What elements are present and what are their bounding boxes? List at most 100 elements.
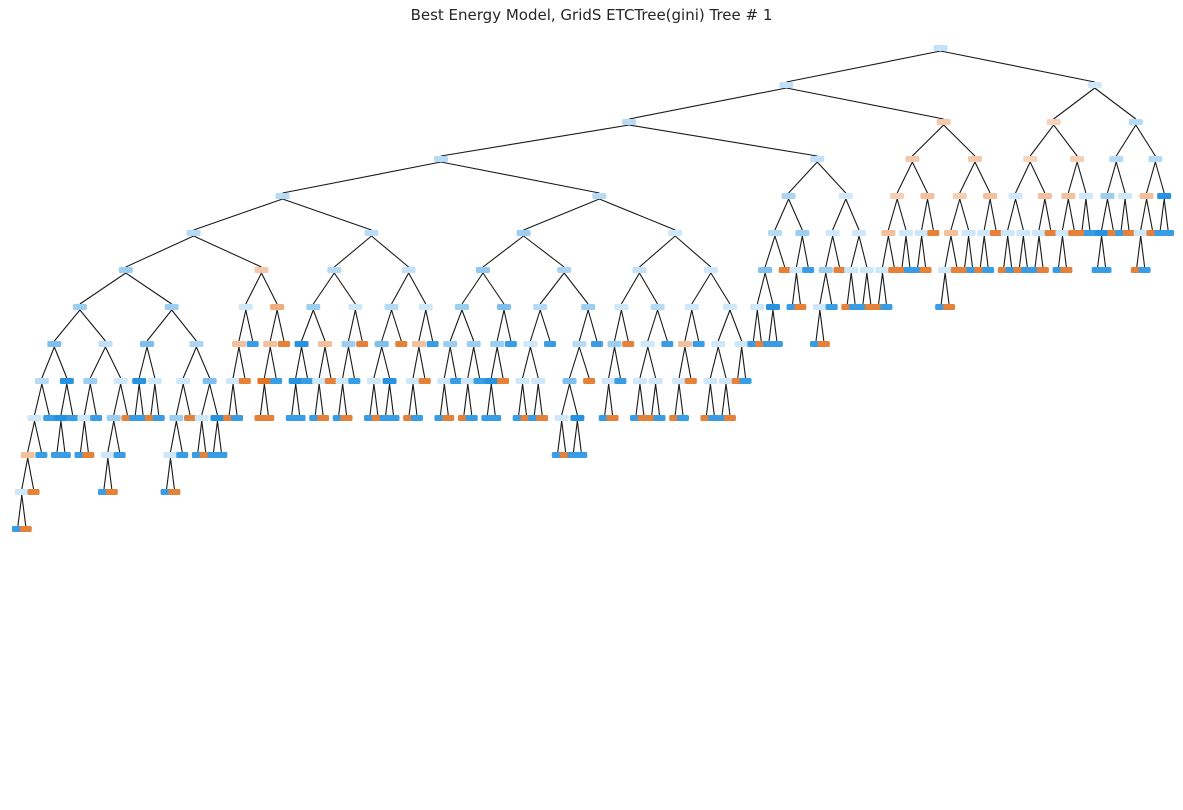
split-node xyxy=(443,341,458,347)
tree-edge xyxy=(342,383,348,416)
leaf-node xyxy=(943,304,956,310)
tree-edge xyxy=(529,346,539,379)
leaf-node xyxy=(176,452,189,458)
leaf-node xyxy=(238,378,251,384)
tree-edge xyxy=(125,272,173,305)
tree-edge xyxy=(146,346,156,379)
tree-edge xyxy=(79,420,85,453)
split-node xyxy=(632,378,647,384)
tree-edge xyxy=(66,383,74,416)
split-node xyxy=(952,193,967,199)
tree-edge xyxy=(260,272,278,305)
split-node xyxy=(1046,119,1061,125)
tree-edge xyxy=(41,383,50,416)
tree-edge xyxy=(950,198,961,231)
tree-edge xyxy=(788,161,818,194)
tree-edge xyxy=(103,457,109,490)
tree-edge xyxy=(788,198,803,231)
leaf-node xyxy=(489,415,502,421)
leaf-node xyxy=(684,378,697,384)
leaf-node xyxy=(543,341,556,347)
split-node xyxy=(789,267,804,273)
tree-edge xyxy=(1003,235,1009,268)
tree-edge xyxy=(604,383,610,416)
leaf-node xyxy=(692,341,705,347)
split-node xyxy=(169,415,184,421)
split-node xyxy=(684,304,699,310)
tree-edge xyxy=(764,272,774,305)
tree-edge xyxy=(901,235,907,268)
tree-edge xyxy=(568,383,578,416)
tree-edge xyxy=(1163,198,1169,231)
tree-edge xyxy=(169,420,177,453)
leaf-node xyxy=(676,415,689,421)
split-node xyxy=(288,378,303,384)
tree-edge xyxy=(896,198,907,231)
leaf-node xyxy=(919,267,932,273)
split-node xyxy=(765,304,780,310)
leaf-node xyxy=(277,341,290,347)
tree-edge xyxy=(197,420,203,453)
tree-edge xyxy=(354,309,363,342)
tree-edge xyxy=(381,309,393,342)
split-node xyxy=(98,341,113,347)
split-node xyxy=(176,378,191,384)
tree-edge xyxy=(655,383,661,416)
tree-edge xyxy=(816,161,847,194)
leaf-node xyxy=(293,415,306,421)
leaf-node xyxy=(152,415,165,421)
tree-edge xyxy=(276,309,285,342)
tree-edge xyxy=(647,309,659,342)
split-node xyxy=(77,415,92,421)
tree-edge xyxy=(522,383,528,416)
tree-edge xyxy=(635,383,641,416)
tree-edge xyxy=(1140,198,1148,231)
tree-edge xyxy=(461,309,475,342)
tree-edge xyxy=(651,383,657,416)
split-node xyxy=(515,378,530,384)
split-node xyxy=(734,341,749,347)
tree-edge xyxy=(878,272,884,305)
split-node xyxy=(722,304,737,310)
tree-edge xyxy=(238,346,246,379)
tree-edge xyxy=(772,309,778,342)
tree-edge xyxy=(245,309,254,342)
tree-edge xyxy=(599,198,676,231)
tree-edge xyxy=(578,309,589,342)
tree-edge xyxy=(301,309,314,342)
leaf-node xyxy=(825,304,838,310)
split-node xyxy=(758,267,773,273)
tree-edge xyxy=(523,235,565,268)
split-node xyxy=(460,378,475,384)
split-node xyxy=(1078,193,1093,199)
tree-edge xyxy=(674,235,712,268)
split-node xyxy=(938,267,953,273)
tree-edge xyxy=(944,272,950,305)
leaf-node xyxy=(1162,230,1175,236)
tree-edge xyxy=(983,235,989,268)
tree-edge xyxy=(113,420,121,453)
leaf-node xyxy=(473,378,486,384)
split-node xyxy=(270,304,285,310)
split-node xyxy=(711,341,726,347)
tree-edge xyxy=(461,272,484,305)
split-node xyxy=(59,378,74,384)
tree-edge xyxy=(613,309,622,342)
leaf-node xyxy=(1122,230,1135,236)
tree-edge xyxy=(819,272,827,305)
split-node xyxy=(53,415,68,421)
split-node xyxy=(795,230,810,236)
tree-edge xyxy=(911,124,945,157)
split-node xyxy=(254,267,269,273)
split-node xyxy=(194,415,209,421)
tree-edge xyxy=(795,235,803,268)
tree-edge xyxy=(425,309,434,342)
tree-edge xyxy=(79,309,106,342)
split-node xyxy=(570,415,585,421)
tree-edge xyxy=(940,272,946,305)
tree-edge xyxy=(232,383,238,416)
tree-edge xyxy=(193,198,283,231)
tree-edge xyxy=(53,346,68,379)
tree-edge xyxy=(678,346,686,379)
split-node xyxy=(186,230,201,236)
